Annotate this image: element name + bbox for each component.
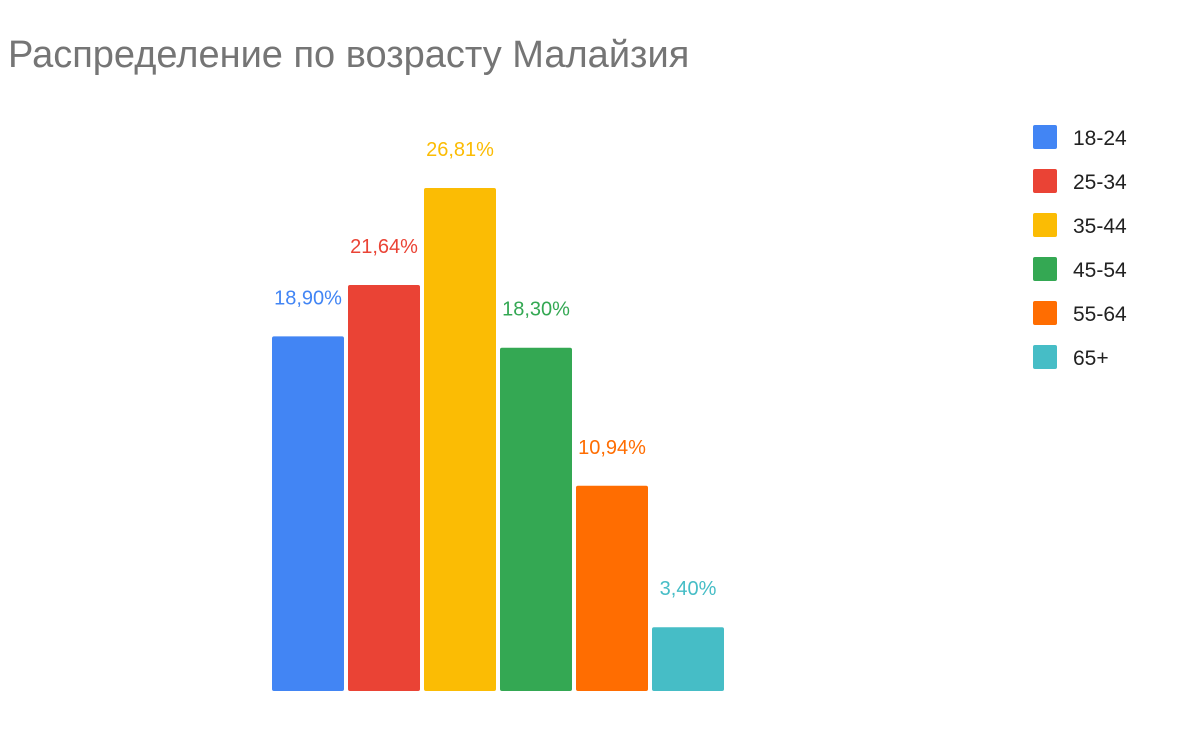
bar-45-54 (500, 347, 572, 691)
legend-label-35-44: 35-44 (1073, 215, 1127, 238)
data-label-55-64: 10,94% (578, 437, 646, 459)
legend: 18-24 25-34 35-44 45-54 55-64 65+ (1033, 125, 1127, 370)
data-label-45-54: 18,30% (502, 299, 570, 321)
data-label-35-44: 26,81% (426, 139, 494, 161)
legend-swatch-65+ (1033, 345, 1057, 369)
bar-25-34 (348, 285, 420, 691)
chart-title: Распределение по возрасту Малайзия (8, 34, 690, 76)
bar-35-44 (424, 188, 496, 691)
legend-swatch-18-24 (1033, 125, 1057, 149)
bars-group (272, 188, 724, 691)
legend-swatch-55-64 (1033, 301, 1057, 325)
legend-label-55-64: 55-64 (1073, 303, 1127, 326)
data-labels-group: 18,90% 21,64% 26,81% 18,30% 10,94% 3,40% (274, 139, 716, 600)
legend-label-65+: 65+ (1073, 347, 1109, 370)
data-label-25-34: 21,64% (350, 236, 418, 258)
bar-65+ (652, 627, 724, 691)
bar-55-64 (576, 485, 648, 691)
legend-swatch-25-34 (1033, 169, 1057, 193)
legend-label-45-54: 45-54 (1073, 259, 1127, 282)
data-label-65+: 3,40% (660, 578, 717, 600)
bar-18-24 (272, 336, 344, 691)
legend-label-25-34: 25-34 (1073, 171, 1127, 194)
data-label-18-24: 18,90% (274, 287, 342, 309)
legend-swatch-45-54 (1033, 257, 1057, 281)
legend-swatch-35-44 (1033, 213, 1057, 237)
legend-label-18-24: 18-24 (1073, 127, 1127, 150)
